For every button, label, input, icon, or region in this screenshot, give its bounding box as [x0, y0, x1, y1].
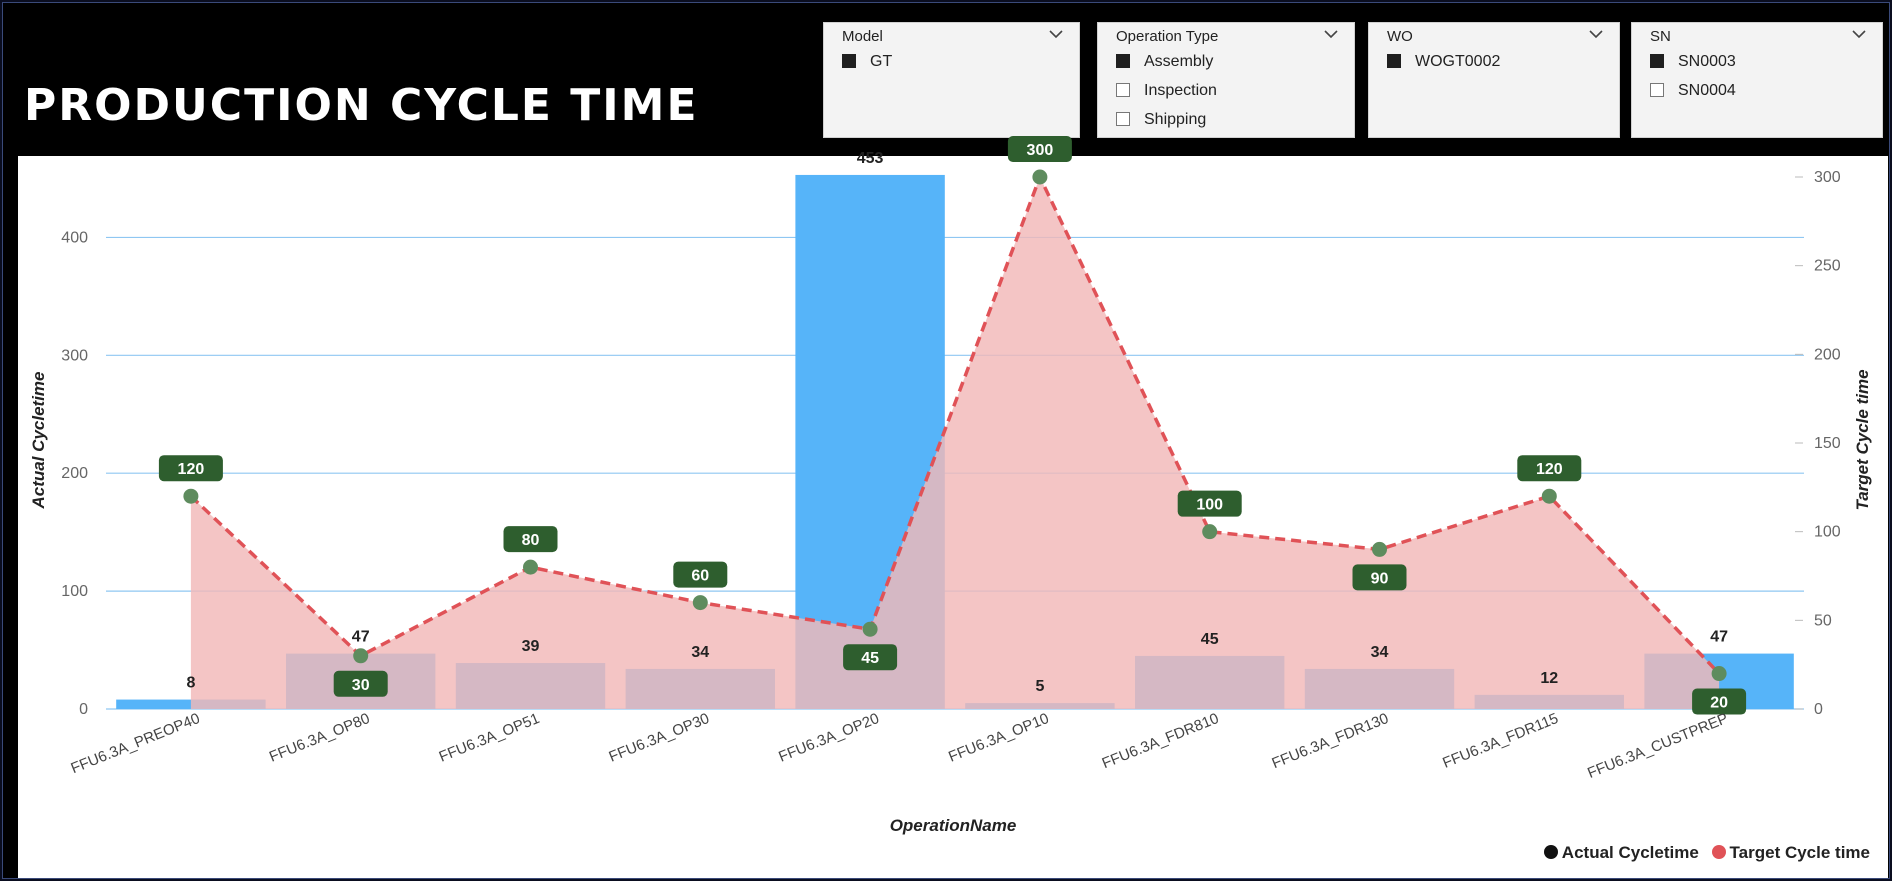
slicer-sn[interactable]: SN SN0003 SN0004: [1631, 22, 1883, 138]
chart-legend: Actual Cycletime Target Cycle time: [1543, 843, 1870, 863]
legend-target-marker: [1711, 845, 1726, 859]
checkbox[interactable]: [842, 54, 856, 68]
checkbox[interactable]: [1387, 54, 1401, 68]
slicer-option-inspection[interactable]: Inspection: [1116, 82, 1217, 100]
slicer-option-shipping[interactable]: Shipping: [1116, 111, 1206, 129]
chevron-down-icon[interactable]: [1322, 27, 1340, 41]
checkbox[interactable]: [1116, 83, 1130, 97]
checkbox[interactable]: [1650, 83, 1664, 97]
checkbox[interactable]: [1116, 54, 1130, 68]
legend-actual-marker: [1543, 845, 1558, 859]
chevron-down-icon[interactable]: [1047, 27, 1065, 41]
slicer-title: WO: [1387, 28, 1413, 45]
checkbox[interactable]: [1650, 54, 1664, 68]
chevron-down-icon[interactable]: [1850, 27, 1868, 41]
slicer-title: SN: [1650, 28, 1671, 45]
slicer-option-gt[interactable]: GT: [842, 53, 892, 71]
slicer-option-assembly[interactable]: Assembly: [1116, 53, 1213, 71]
slicer-option-wogt0002[interactable]: WOGT0002: [1387, 53, 1500, 71]
slicer-wo[interactable]: WO WOGT0002: [1368, 22, 1620, 138]
legend-target-label: Target Cycle time: [1729, 843, 1870, 862]
slicer-option-sn0004[interactable]: SN0004: [1650, 82, 1736, 100]
slicer-operation-type[interactable]: Operation Type Assembly Inspection Shipp…: [1097, 22, 1355, 138]
legend-actual-label: Actual Cycletime: [1561, 843, 1699, 862]
slicer-title: Model: [842, 28, 883, 45]
chevron-down-icon[interactable]: [1587, 27, 1605, 41]
slicer-title: Operation Type: [1116, 28, 1219, 45]
chart-panel: [18, 156, 1888, 878]
page-title: PRODUCTION CYCLE TIME: [24, 80, 699, 131]
checkbox[interactable]: [1116, 112, 1130, 126]
slicer-option-sn0003[interactable]: SN0003: [1650, 53, 1736, 71]
slicer-model[interactable]: Model GT: [823, 22, 1080, 138]
